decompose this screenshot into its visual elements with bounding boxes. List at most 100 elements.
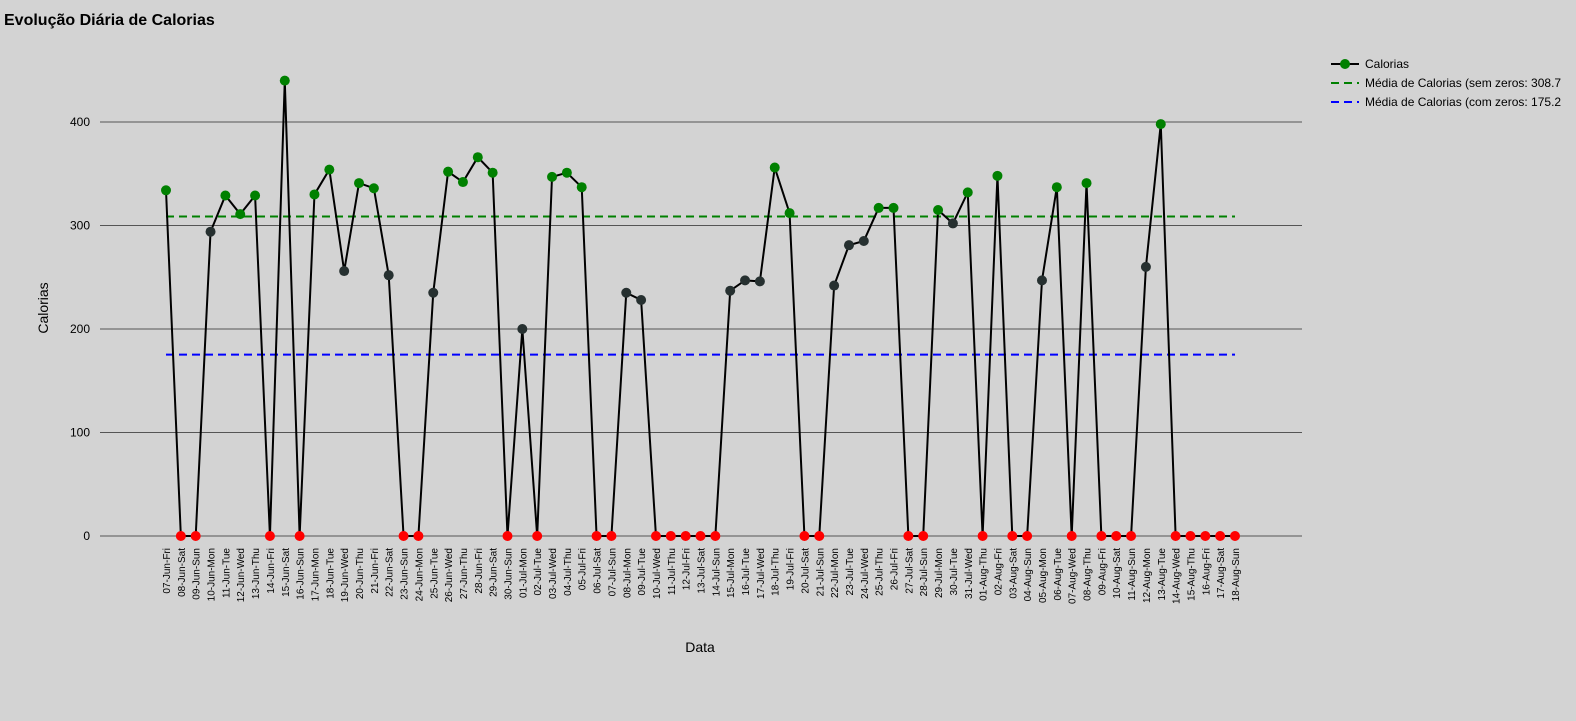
x-tick-label: 30-Jul-Tue — [949, 548, 960, 596]
x-tick-label: 19-Jun-Wed — [340, 548, 351, 602]
data-point — [621, 287, 632, 298]
data-point — [517, 324, 528, 334]
data-points — [161, 75, 1240, 541]
x-tick-label: 08-Jun-Sat — [177, 548, 188, 597]
x-tick-label: 24-Jun-Mon — [414, 548, 425, 601]
data-point — [294, 531, 305, 541]
data-point — [829, 280, 840, 291]
data-point — [161, 185, 171, 196]
x-tick-label: 19-Jul-Fri — [786, 548, 797, 590]
x-tick-label: 06-Aug-Tue — [1053, 548, 1064, 601]
x-tick-label: 06-Jul-Sat — [593, 548, 604, 594]
x-tick-label: 09-Jul-Tue — [637, 548, 648, 596]
data-point — [754, 276, 765, 287]
y-tick-label: 200 — [70, 322, 90, 336]
x-tick-label: 11-Jun-Tue — [221, 548, 232, 598]
x-tick-label: 21-Jun-Fri — [370, 548, 381, 594]
x-tick-label: 07-Jul-Sun — [607, 548, 618, 596]
x-tick-label: 02-Jul-Tue — [533, 548, 544, 596]
x-tick-label: 16-Jun-Sun — [296, 548, 307, 600]
data-point — [799, 531, 810, 541]
x-tick-label: 17-Jul-Wed — [756, 548, 767, 599]
data-point — [814, 531, 825, 541]
x-tick-label: 12-Jul-Fri — [682, 548, 693, 590]
legend-swatch-marker — [1340, 59, 1350, 69]
x-tick-label: 13-Jul-Sat — [697, 548, 708, 594]
x-tick-label: 29-Jul-Mon — [934, 548, 945, 598]
data-point — [1066, 531, 1077, 541]
data-point — [650, 531, 661, 541]
x-tick-label: 14-Jul-Sun — [711, 548, 722, 596]
x-tick-label: 27-Jun-Thu — [459, 548, 470, 599]
x-tick-label: 05-Aug-Mon — [1038, 548, 1049, 603]
data-point — [843, 240, 854, 251]
x-tick-label: 15-Aug-Thu — [1186, 548, 1197, 601]
x-tick-label: 17-Jun-Mon — [310, 548, 321, 601]
data-point — [680, 531, 691, 541]
x-tick-label: 14-Jun-Fri — [266, 548, 277, 594]
data-point — [1126, 531, 1137, 541]
data-point — [725, 285, 736, 296]
data-point — [398, 531, 409, 541]
data-point — [428, 287, 439, 298]
data-point — [888, 202, 899, 213]
data-point — [532, 531, 543, 541]
chart-title: Evolução Diária de Calorias — [4, 12, 215, 29]
data-point — [606, 531, 617, 541]
data-point — [903, 531, 914, 541]
x-tick-label: 22-Jul-Mon — [830, 548, 841, 598]
x-tick-label: 10-Aug-Sat — [1112, 548, 1123, 599]
x-tick-label: 03-Jul-Wed — [548, 548, 559, 599]
x-tick-label: 18-Jul-Thu — [771, 548, 782, 596]
data-point — [769, 162, 780, 173]
x-tick-label: 27-Jul-Sat — [904, 548, 915, 594]
x-tick-label: 23-Jun-Sun — [400, 548, 411, 600]
x-tick-label: 09-Jun-Sun — [192, 548, 203, 600]
x-tick-label: 28-Jun-Fri — [474, 548, 485, 594]
data-point — [918, 531, 929, 541]
data-point — [873, 202, 884, 213]
data-point — [933, 204, 944, 215]
data-point — [220, 190, 231, 201]
data-point — [1200, 531, 1211, 541]
x-tick-label: 21-Jul-Sun — [815, 548, 826, 596]
legend-label: Média de Calorias (sem zeros: 308.7 — [1365, 76, 1561, 90]
x-tick-label: 11-Aug-Sun — [1127, 548, 1138, 601]
data-point — [413, 531, 424, 541]
data-point — [740, 275, 751, 286]
data-point — [354, 178, 365, 189]
y-tick-label: 0 — [83, 529, 90, 543]
x-tick-label: 23-Jul-Tue — [845, 548, 856, 596]
x-tick-label: 16-Aug-Fri — [1201, 548, 1212, 595]
data-point — [561, 167, 572, 178]
legend-label: Calorias — [1365, 57, 1409, 71]
x-tick-label: 18-Aug-Sun — [1231, 548, 1242, 601]
x-tick-label: 31-Jul-Wed — [964, 548, 975, 599]
x-tick-label: 13-Aug-Tue — [1157, 548, 1168, 601]
data-point — [636, 295, 647, 306]
data-point — [665, 531, 676, 541]
x-tick-label: 22-Jun-Sat — [385, 548, 396, 597]
data-point — [1081, 178, 1092, 189]
x-tick-label: 20-Jun-Thu — [355, 548, 366, 599]
x-axis-label: Data — [685, 639, 715, 655]
data-point — [710, 531, 721, 541]
data-point — [947, 218, 958, 229]
data-point — [962, 187, 973, 198]
series-line — [165, 80, 1235, 537]
data-point — [443, 166, 454, 177]
x-tick-label: 05-Jul-Fri — [578, 548, 589, 590]
data-point — [368, 183, 379, 194]
data-point — [1215, 531, 1226, 541]
data-point — [1051, 182, 1062, 193]
x-tick-label: 01-Jul-Mon — [518, 548, 529, 598]
grid-lines — [100, 121, 1302, 537]
x-tick-label: 02-Aug-Fri — [993, 548, 1004, 595]
x-tick-label: 25-Jul-Thu — [875, 548, 886, 596]
data-point — [190, 531, 201, 541]
x-tick-label: 13-Jun-Thu — [251, 548, 262, 599]
y-tick-label: 100 — [70, 426, 90, 440]
data-point — [264, 531, 275, 541]
y-tick-label: 400 — [70, 115, 90, 129]
